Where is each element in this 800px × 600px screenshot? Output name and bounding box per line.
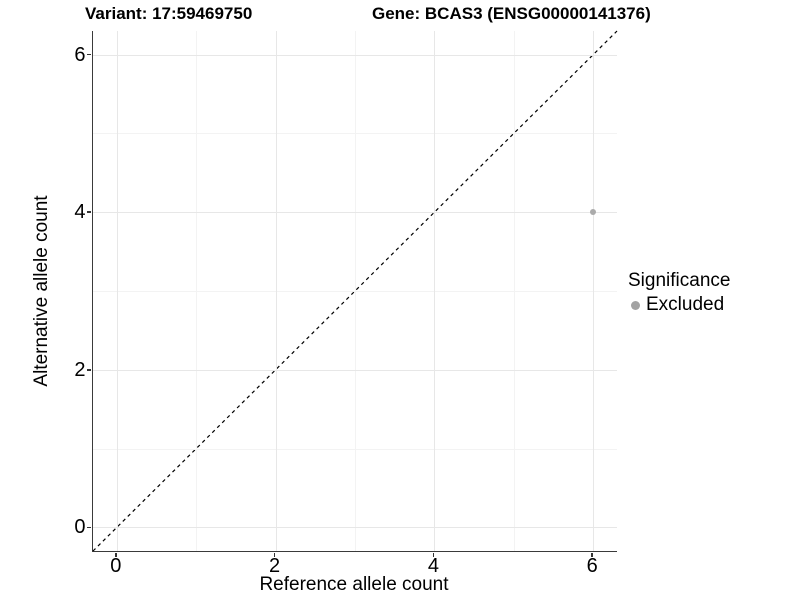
y-tick-label: 4 xyxy=(74,201,86,224)
y-axis-tick xyxy=(86,369,91,371)
plot-title-gene: Gene: BCAS3 (ENSG00000141376) xyxy=(372,4,651,23)
legend-item-label: Excluded xyxy=(646,294,725,315)
data-point xyxy=(590,209,597,216)
x-tick-label: 4 xyxy=(427,555,439,577)
y-axis-tick xyxy=(86,53,91,56)
y-tick-label: 0 xyxy=(74,516,86,539)
x-major-gridline xyxy=(593,31,595,551)
y-major-gridline xyxy=(93,54,617,56)
y-axis-title: Alternative allele count xyxy=(31,195,52,387)
y-major-gridline xyxy=(93,212,617,214)
x-axis-tick xyxy=(432,552,435,557)
y-minor-gridline xyxy=(93,448,617,450)
legend: Significance Excluded xyxy=(628,270,730,316)
x-axis-title: Reference allele count xyxy=(259,574,449,595)
x-major-gridline xyxy=(434,31,436,551)
plot-title-variant: Variant: 17:59469750 xyxy=(85,4,253,23)
y-axis-tick xyxy=(86,526,91,529)
y-minor-gridline xyxy=(93,291,617,292)
legend-item-excluded: Excluded xyxy=(628,294,730,316)
y-tick-label: 2 xyxy=(74,358,86,381)
y-major-gridline xyxy=(93,527,617,529)
x-axis-tick xyxy=(591,552,593,557)
x-tick-label: 0 xyxy=(110,555,122,577)
x-axis-tick xyxy=(273,552,276,557)
y-tick-label: 6 xyxy=(74,43,86,66)
legend-title: Significance xyxy=(628,270,731,291)
y-axis-tick xyxy=(86,211,91,213)
y-major-gridline xyxy=(93,369,617,371)
plot-panel xyxy=(92,30,618,552)
y-minor-gridline xyxy=(93,133,617,135)
x-major-gridline xyxy=(116,31,118,551)
x-major-gridline xyxy=(275,31,277,551)
x-tick-label: 6 xyxy=(586,555,598,577)
legend-point-swatch-icon xyxy=(631,300,640,310)
x-tick-label: 2 xyxy=(269,555,281,577)
x-axis-tick xyxy=(115,552,117,557)
